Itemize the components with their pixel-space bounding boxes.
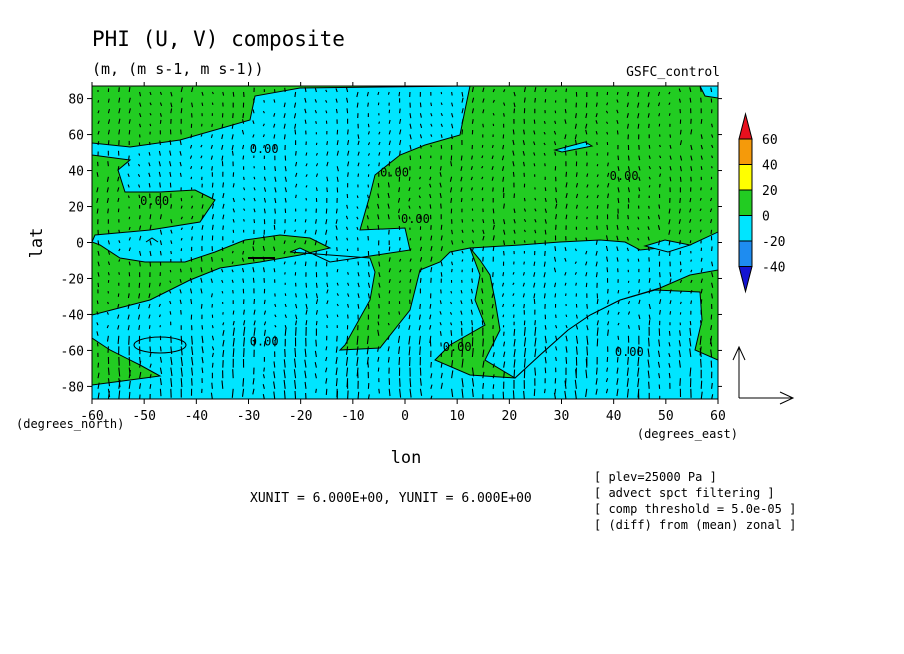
x-tick-label: -20	[289, 409, 312, 424]
colorbar-bottom-triangle	[738, 266, 753, 294]
colorbar: 60 40 20 0 -20 -40	[738, 112, 785, 294]
x-tick-label: -30	[237, 409, 260, 424]
x-tick-label: 40	[606, 409, 622, 424]
y-tick-label: -80	[61, 380, 84, 395]
x-axis: -60 -50 -40 -30 -20 -10 0 10 20 30 40 50 60	[80, 82, 726, 424]
colorbar-segment	[738, 189, 753, 216]
y-tick-label: 40	[68, 165, 84, 180]
x-tick-label: 0	[401, 409, 409, 424]
contour-segment-small	[145, 237, 159, 243]
negative-region-east	[468, 231, 718, 379]
contour-label: 0.00	[140, 194, 169, 208]
x-tick-label: 30	[554, 409, 570, 424]
colorbar-tick-label: 20	[762, 184, 778, 199]
y-tick-label: -60	[61, 344, 84, 359]
x-unit-label: (degrees_east)	[637, 427, 738, 441]
chart-title: PHI (U, V) composite	[92, 27, 345, 51]
x-tick-label: -10	[341, 409, 364, 424]
negative-cell-north-corner	[699, 86, 718, 99]
wind-vectors	[96, 86, 714, 399]
negative-cell-east	[643, 239, 692, 253]
annotation-line: [ (diff) from (mean) zonal ]	[594, 518, 796, 532]
annotation-line: [ plev=25000 Pa ]	[594, 470, 717, 484]
y-tick-label: 0	[76, 237, 84, 252]
x-axis-title: lon	[391, 448, 422, 468]
y-tick-label: 20	[68, 201, 84, 216]
x-tick-label: 60	[710, 409, 726, 424]
y-tick-label: -40	[61, 308, 84, 323]
contour-label: 0.00	[610, 169, 639, 183]
contour-label: 0.00	[250, 142, 279, 156]
x-tick-label: 10	[449, 409, 465, 424]
vector-reference	[732, 345, 795, 405]
y-axis: -80 -60 -40 -20 0 20 40 60 80	[61, 93, 722, 395]
contour-label: 0.00	[250, 334, 279, 348]
annotation-line: [ advect spct filtering ]	[594, 486, 775, 500]
y-tick-label: -20	[61, 272, 84, 287]
y-tick-label: 80	[68, 93, 84, 108]
x-tick-label: -40	[185, 409, 208, 424]
contour-labels: 0.00 0.00 0.00 0.00 0.00 0.00 0.00 0.00	[140, 142, 644, 359]
annotation-line: [ comp threshold = 5.0e-05 ]	[594, 502, 796, 516]
contour-label: 0.00	[443, 340, 472, 354]
x-tick-label: 20	[502, 409, 518, 424]
colorbar-tick-label: 60	[762, 133, 778, 148]
negative-cell-north-east	[553, 141, 594, 153]
x-tick-label: -60	[80, 409, 103, 424]
contour-label: 0.00	[615, 345, 644, 359]
colorbar-segment	[738, 138, 753, 165]
annotations: [ plev=25000 Pa ] [ advect spct filterin…	[594, 470, 796, 532]
contour-label: 0.00	[380, 165, 409, 179]
contour-label: 0.00	[401, 212, 430, 226]
colorbar-tick-label: 0	[762, 210, 770, 225]
colorbar-top-triangle	[738, 112, 753, 140]
experiment-label: GSFC_control	[626, 65, 720, 80]
y-tick-label: 60	[68, 129, 84, 144]
colorbar-segment	[738, 164, 753, 191]
x-tick-label: -50	[132, 409, 155, 424]
y-unit-label: (degrees_north)	[16, 417, 124, 431]
colorbar-tick-label: -20	[762, 235, 785, 250]
colorbar-tick-label: 40	[762, 159, 778, 174]
colorbar-segment	[738, 240, 753, 267]
plot-area: 0.00 0.00 0.00 0.00 0.00 0.00 0.00 0.00	[92, 86, 718, 399]
vector-arrows	[96, 86, 714, 399]
colorbar-segment	[738, 215, 753, 242]
vector-unit-legend: XUNIT = 6.000E+00, YUNIT = 6.000E+00	[250, 491, 532, 506]
x-tick-label: 50	[658, 409, 674, 424]
y-axis-title: lat	[27, 228, 47, 259]
chart-subtitle: (m, (m s-1, m s-1))	[92, 60, 264, 78]
colorbar-tick-label: -40	[762, 261, 785, 276]
